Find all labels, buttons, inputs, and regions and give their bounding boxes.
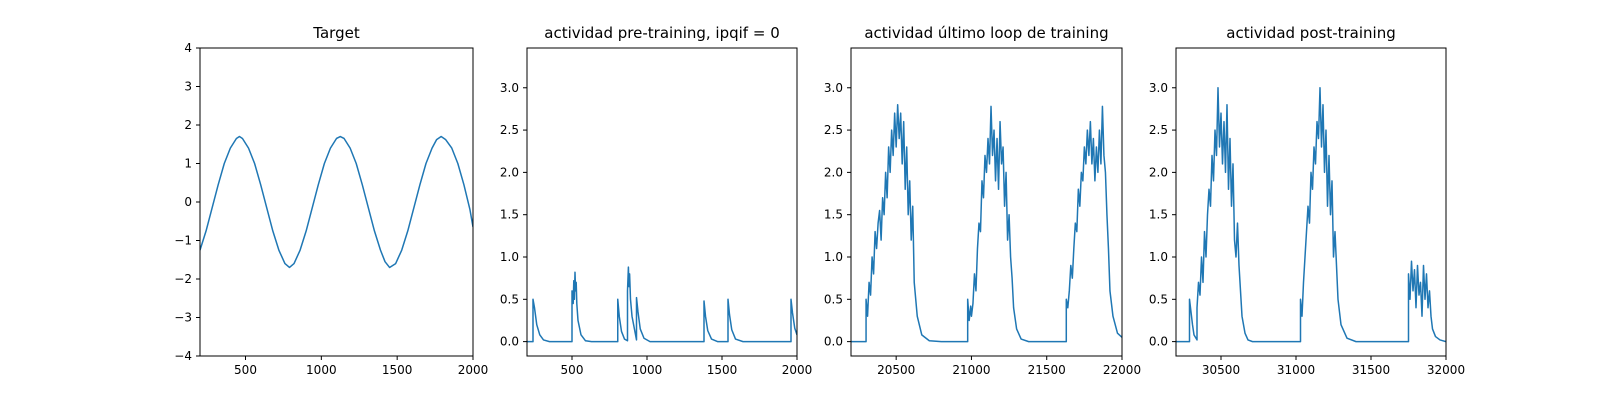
x-tick-label: 31000 bbox=[1277, 363, 1315, 377]
chart-panel-3: actividad último loop de training 20500 21… bbox=[824, 24, 1141, 377]
x-tick-label: 21500 bbox=[1028, 363, 1066, 377]
y-tick-label: 2.5 bbox=[1149, 123, 1168, 137]
y-tick-label: 1 bbox=[184, 157, 192, 171]
chart-panels: Target 500 1000 1500 2000 −4 −3 −2 −1 0 1 2 3 4 activi… bbox=[174, 24, 1465, 377]
y-tick-label: 3.0 bbox=[500, 81, 519, 95]
series-line-1 bbox=[527, 266, 797, 343]
x-tick-label: 32000 bbox=[1427, 363, 1465, 377]
x-tick-label: 2000 bbox=[458, 363, 489, 377]
chart-title: actividad último loop de training bbox=[864, 24, 1108, 42]
y-tick-label: 1.0 bbox=[500, 250, 519, 264]
x-tick-label: 1000 bbox=[632, 363, 663, 377]
y-tick-label: 1.5 bbox=[824, 208, 843, 222]
y-tick-label: 1.0 bbox=[824, 250, 843, 264]
series-line-1 bbox=[200, 135, 473, 269]
y-tick-label: −3 bbox=[174, 311, 192, 325]
y-tick-label: 1.5 bbox=[500, 208, 519, 222]
x-tick-label: 22000 bbox=[1103, 363, 1141, 377]
axes-frame bbox=[526, 47, 798, 357]
y-tick-label: 3 bbox=[184, 80, 192, 94]
x-tick-label: 21000 bbox=[952, 363, 990, 377]
y-tick-label: 0.0 bbox=[1149, 335, 1168, 349]
chart-panel-4: actividad post-training 30500 31000 31500 32… bbox=[1149, 24, 1465, 377]
axes-frame bbox=[850, 47, 1123, 357]
y-tick-label: 2.0 bbox=[1149, 165, 1168, 179]
y-tick-label: 2.0 bbox=[500, 165, 519, 179]
y-tick-label: −2 bbox=[174, 272, 192, 286]
x-tick-label: 30500 bbox=[1202, 363, 1240, 377]
x-tick-label: 1000 bbox=[306, 363, 337, 377]
y-tick-label: 1.0 bbox=[1149, 250, 1168, 264]
series-line-1 bbox=[1176, 87, 1446, 343]
y-tick-label: 0 bbox=[184, 195, 192, 209]
y-tick-label: 4 bbox=[184, 41, 192, 55]
x-tick-label: 1500 bbox=[382, 363, 413, 377]
chart-panel-1: Target 500 1000 1500 2000 −4 −3 −2 −1 0 1 2 3 4 bbox=[174, 24, 488, 377]
x-tick-label: 31500 bbox=[1352, 363, 1390, 377]
x-tick-label: 500 bbox=[234, 363, 257, 377]
axes-frame bbox=[199, 47, 474, 357]
series-line-1 bbox=[851, 103, 1122, 343]
y-tick-label: 0.5 bbox=[500, 292, 519, 306]
y-tick-label: −1 bbox=[174, 234, 192, 248]
x-tick-label: 2000 bbox=[782, 363, 813, 377]
axes-frame bbox=[1175, 47, 1447, 357]
y-tick-label: 1.5 bbox=[1149, 208, 1168, 222]
y-tick-label: 0.5 bbox=[824, 292, 843, 306]
chart-title: actividad pre-training, ipqif = 0 bbox=[544, 24, 780, 42]
x-tick-label: 20500 bbox=[877, 363, 915, 377]
y-tick-label: 3.0 bbox=[1149, 81, 1168, 95]
x-tick-label: 500 bbox=[561, 363, 584, 377]
y-tick-label: 2.5 bbox=[500, 123, 519, 137]
y-tick-label: 0.5 bbox=[1149, 292, 1168, 306]
chart-title: Target bbox=[312, 24, 360, 42]
chart-title: actividad post-training bbox=[1226, 24, 1395, 42]
y-tick-label: 2 bbox=[184, 118, 192, 132]
y-tick-label: −4 bbox=[174, 349, 192, 363]
y-tick-label: 2.0 bbox=[824, 165, 843, 179]
y-tick-label: 0.0 bbox=[824, 335, 843, 349]
chart-panel-2: actividad pre-training, ipqif = 0 500 1000… bbox=[500, 24, 812, 377]
y-tick-label: 0.0 bbox=[500, 335, 519, 349]
y-tick-label: 3.0 bbox=[824, 81, 843, 95]
y-tick-label: 2.5 bbox=[824, 123, 843, 137]
x-tick-label: 1500 bbox=[707, 363, 738, 377]
